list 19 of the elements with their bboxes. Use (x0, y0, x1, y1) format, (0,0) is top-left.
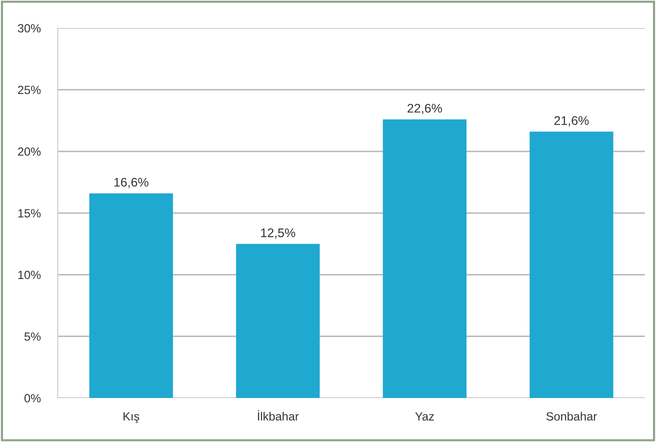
x-tick-label: Sonbahar (546, 412, 597, 421)
data-label: 22,6% (408, 104, 442, 114)
bar (530, 132, 614, 398)
y-tick-label: 5% (24, 332, 41, 341)
bar (382, 119, 467, 398)
data-label: 12,5% (261, 228, 296, 239)
x-tick-label: Yaz (415, 412, 434, 421)
y-tick-label: 30% (18, 24, 41, 32)
x-tick-label: İlkbahar (258, 410, 299, 421)
data-label: 21,6% (554, 116, 589, 126)
x-tick-label: Kış (124, 412, 140, 423)
y-tick-label: 20% (18, 147, 41, 156)
y-tick-label: 10% (18, 270, 41, 280)
y-tick-label: 0% (24, 394, 41, 402)
y-tick-label: 15% (18, 209, 41, 218)
bar (89, 193, 173, 398)
data-label: 16,6% (114, 178, 148, 188)
bar (236, 244, 320, 398)
y-tick-label: 25% (18, 86, 41, 94)
